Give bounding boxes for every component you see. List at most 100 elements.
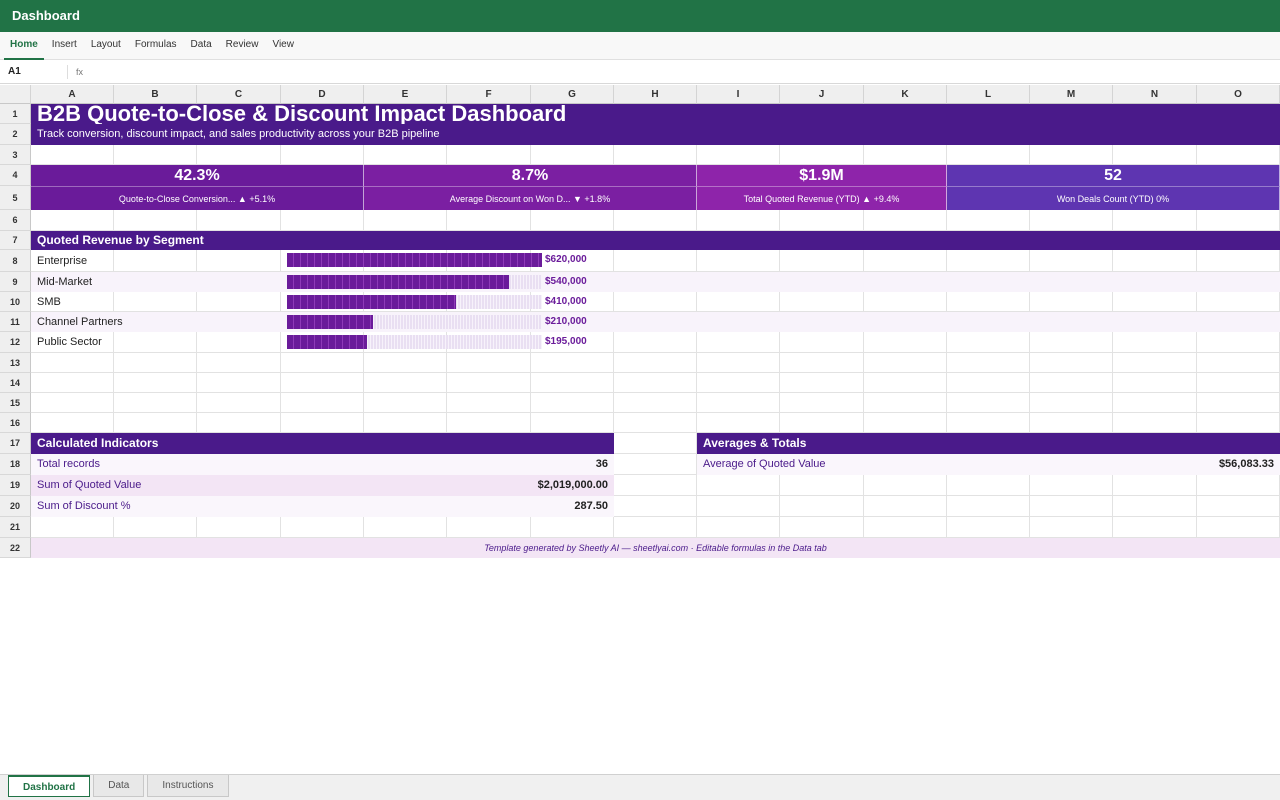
segment-bar: $210,000	[287, 315, 607, 329]
gridline	[31, 537, 1280, 538]
kpi-label: Won Deals Count (YTD) 0%	[947, 186, 1280, 210]
column-header-m[interactable]: M	[1030, 85, 1113, 104]
menu-review[interactable]: Review	[225, 38, 259, 50]
kpi-label: Total Quoted Revenue (YTD) ▲ +9.4%	[697, 186, 947, 210]
gridline	[31, 164, 1280, 165]
row-header-17[interactable]: 17	[0, 433, 31, 454]
column-header-b[interactable]: B	[114, 85, 197, 104]
fx-icon: fx	[76, 66, 84, 77]
bar-fill	[287, 335, 367, 349]
indicator-label: Total records	[31, 454, 364, 475]
row-header-5[interactable]: 5	[0, 186, 31, 210]
row-header-6[interactable]: 6	[0, 210, 31, 231]
kpi-label: Average Discount on Won D... ▼ +1.8%	[364, 186, 697, 210]
gridline	[31, 432, 1280, 433]
select-all-corner[interactable]	[0, 85, 31, 104]
column-header-n[interactable]: N	[1113, 85, 1197, 104]
row-header-4[interactable]: 4	[0, 165, 31, 186]
column-header-c[interactable]: C	[197, 85, 281, 104]
row-header-9[interactable]: 9	[0, 272, 31, 292]
row-header-22[interactable]: 22	[0, 538, 31, 558]
sheet-tab-dashboard[interactable]: Dashboard	[8, 775, 91, 797]
gridline	[31, 271, 1280, 272]
kpi-value: $1.9M	[697, 165, 947, 186]
name-box[interactable]: A1	[0, 64, 68, 79]
sheet-tabs: Dashboard Data Instructions	[0, 774, 1280, 800]
bar-fill	[287, 315, 373, 329]
column-header-j[interactable]: J	[780, 85, 864, 104]
column-header-h[interactable]: H	[614, 85, 697, 104]
dashboard-title: B2B Quote-to-Close & Discount Impact Das…	[31, 104, 1280, 124]
indicator-label: Sum of Quoted Value	[31, 475, 364, 496]
ribbon-menu: Home Insert Layout Formulas Data Review …	[0, 32, 1280, 60]
kpi-label: Quote-to-Close Conversion... ▲ +5.1%	[31, 186, 364, 210]
menu-formulas[interactable]: Formulas	[134, 38, 177, 50]
row-header-20[interactable]: 20	[0, 496, 31, 517]
kpi-value: 52	[947, 165, 1280, 186]
column-header-i[interactable]: I	[697, 85, 780, 104]
app-title: Dashboard	[0, 0, 1280, 32]
sheet-tab-data[interactable]: Data	[93, 775, 145, 797]
segment-label: Enterprise	[37, 255, 88, 267]
menu-view[interactable]: View	[272, 38, 294, 50]
column-header-o[interactable]: O	[1197, 85, 1280, 104]
footer-note: Template generated by Sheetly AI — sheet…	[31, 538, 1280, 558]
segment-bar: $195,000	[287, 335, 607, 349]
column-header-f[interactable]: F	[447, 85, 531, 104]
segment-bar: $620,000	[287, 253, 607, 267]
segment-label: Mid-Market	[37, 276, 93, 288]
bar-value-label: $620,000	[545, 254, 587, 265]
segment-section-title: Quoted Revenue by Segment	[31, 231, 1280, 250]
formula-input[interactable]	[98, 61, 1280, 82]
bar-fill	[287, 253, 542, 267]
indicator-value: $2,019,000.00	[364, 475, 614, 496]
dashboard-subtitle: Track conversion, discount impact, and s…	[31, 124, 1280, 145]
gridline	[31, 392, 1280, 393]
gridline	[31, 311, 1280, 312]
gridline	[31, 412, 1280, 413]
row-header-12[interactable]: 12	[0, 332, 31, 353]
bar-value-label: $540,000	[545, 276, 587, 287]
row-header-21[interactable]: 21	[0, 517, 31, 538]
kpi-value: 42.3%	[31, 165, 364, 186]
bar-fill	[287, 295, 456, 309]
calculated-indicators-title: Calculated Indicators	[31, 433, 614, 454]
row-header-15[interactable]: 15	[0, 393, 31, 413]
column-header-g[interactable]: G	[531, 85, 614, 104]
kpi-value: 8.7%	[364, 165, 697, 186]
row-header-14[interactable]: 14	[0, 373, 31, 393]
column-header-k[interactable]: K	[864, 85, 947, 104]
row-header-11[interactable]: 11	[0, 312, 31, 332]
gridline	[31, 474, 1280, 475]
row-header-1[interactable]: 1	[0, 104, 31, 124]
menu-insert[interactable]: Insert	[51, 38, 77, 50]
bar-fill	[287, 275, 509, 289]
averages-totals-title: Averages & Totals	[697, 433, 1280, 454]
column-header-l[interactable]: L	[947, 85, 1030, 104]
row-header-10[interactable]: 10	[0, 292, 31, 312]
segment-label: Public Sector	[37, 336, 102, 348]
row-header-19[interactable]: 19	[0, 475, 31, 496]
row-header-8[interactable]: 8	[0, 250, 31, 272]
sheet-tab-instructions[interactable]: Instructions	[147, 775, 229, 797]
bar-value-label: $410,000	[545, 296, 587, 307]
row-header-13[interactable]: 13	[0, 353, 31, 373]
row-header-3[interactable]: 3	[0, 145, 31, 165]
column-header-e[interactable]: E	[364, 85, 447, 104]
menu-data[interactable]: Data	[190, 38, 212, 50]
indicator-label: Sum of Discount %	[31, 496, 364, 517]
row-header-18[interactable]: 18	[0, 454, 31, 475]
bar-value-label: $210,000	[545, 316, 587, 327]
row-header-16[interactable]: 16	[0, 413, 31, 433]
segment-bar: $540,000	[287, 275, 607, 289]
menu-home[interactable]: Home	[4, 32, 44, 60]
indicator-value: 287.50	[364, 496, 614, 517]
column-header-a[interactable]: A	[31, 85, 114, 104]
column-header-d[interactable]: D	[281, 85, 364, 104]
gridline	[31, 372, 1280, 373]
row-header-2[interactable]: 2	[0, 124, 31, 145]
menu-layout[interactable]: Layout	[90, 38, 121, 50]
row-header-7[interactable]: 7	[0, 231, 31, 250]
gridline	[31, 495, 1280, 496]
segment-label: Channel Partners	[37, 316, 123, 328]
